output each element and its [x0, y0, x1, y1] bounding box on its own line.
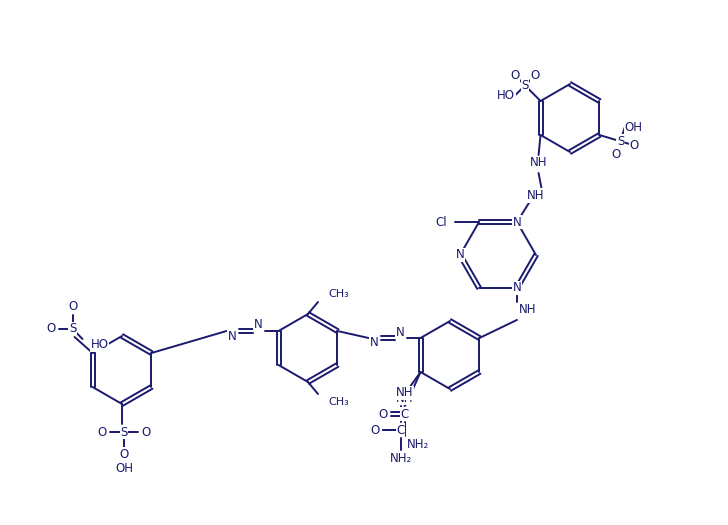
- Text: N: N: [370, 337, 379, 350]
- Text: C: C: [397, 424, 405, 436]
- Text: N: N: [513, 216, 521, 228]
- Text: O: O: [530, 69, 539, 82]
- Text: NH₂: NH₂: [389, 452, 411, 465]
- Text: N: N: [396, 326, 405, 339]
- Text: NH: NH: [519, 303, 537, 317]
- Text: S: S: [120, 425, 127, 438]
- Text: O: O: [378, 407, 387, 421]
- Text: O: O: [141, 425, 151, 438]
- Text: NH₂: NH₂: [406, 437, 429, 450]
- Text: N: N: [513, 281, 521, 295]
- Text: N: N: [228, 330, 237, 342]
- Text: S: S: [617, 135, 624, 148]
- Text: Cl: Cl: [435, 216, 447, 228]
- Text: O: O: [141, 425, 151, 438]
- Text: O: O: [370, 424, 379, 436]
- Text: NH: NH: [530, 156, 547, 170]
- Text: C: C: [400, 407, 408, 421]
- Text: N: N: [456, 248, 464, 261]
- Text: O: O: [612, 148, 621, 161]
- Text: OH: OH: [625, 121, 643, 134]
- Text: O: O: [68, 300, 77, 313]
- Text: S: S: [521, 79, 529, 92]
- Text: HO: HO: [90, 339, 108, 352]
- Text: OH: OH: [115, 461, 133, 475]
- Text: O: O: [119, 447, 129, 460]
- Text: NH: NH: [396, 386, 414, 400]
- Text: O: O: [510, 69, 520, 82]
- Text: S: S: [69, 322, 76, 335]
- Text: N: N: [254, 319, 263, 331]
- Text: NH: NH: [527, 189, 545, 202]
- Text: CH₃: CH₃: [328, 289, 349, 299]
- Text: O: O: [629, 139, 638, 152]
- Text: HO: HO: [497, 89, 515, 102]
- Text: NH: NH: [396, 392, 414, 404]
- Text: O: O: [46, 322, 55, 335]
- Text: O: O: [98, 425, 106, 438]
- Text: CH₃: CH₃: [328, 397, 349, 407]
